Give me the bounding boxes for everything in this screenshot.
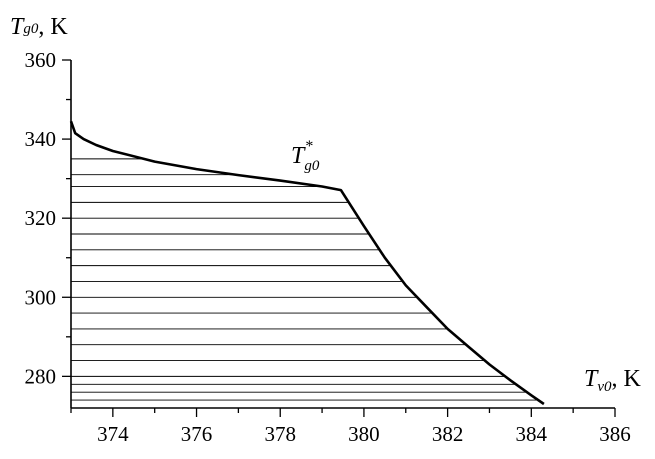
axes: 374 376 378 380 382 384 386 280 300 320 340 360 (25, 48, 631, 446)
y-tick-label: 340 (25, 127, 57, 151)
y-tick-label: 320 (25, 206, 57, 230)
x-tick-label: 382 (432, 422, 464, 446)
y-axis-label-unit: , K (38, 14, 68, 40)
y-tick-label: 360 (25, 48, 57, 72)
y-axis-label-symbol: T (10, 14, 25, 40)
data-series (69, 120, 545, 406)
x-tick-label: 384 (516, 422, 548, 446)
y-tick-label: 300 (25, 285, 57, 309)
x-axis-label: Tv0, K (584, 366, 642, 395)
y-axis-label: Tg0, K (10, 14, 68, 40)
x-axis-label-subscript: v0 (597, 379, 612, 395)
y-axis-label-subscript: g0 (23, 21, 39, 37)
annotation-superscript: * (305, 138, 313, 155)
x-tick-label: 378 (264, 422, 296, 446)
x-tick-label: 376 (181, 422, 213, 446)
labels: Tg0, K Tv0, K T* g0 (10, 14, 642, 395)
x-tick-label: 380 (348, 422, 380, 446)
y-tick-label: 280 (25, 364, 57, 388)
x-axis-label-symbol: T (584, 366, 599, 392)
x-tick-label: 386 (599, 422, 631, 446)
annotation-subscript: g0 (304, 158, 320, 174)
annotation-tg0-star: T* g0 (291, 138, 320, 174)
x-tick-label: 374 (97, 422, 129, 446)
series-line (69, 120, 545, 406)
annotation-symbol: T (291, 143, 306, 169)
shaded-region-hatching (71, 158, 539, 401)
x-axis-label-unit: , K (612, 366, 642, 392)
